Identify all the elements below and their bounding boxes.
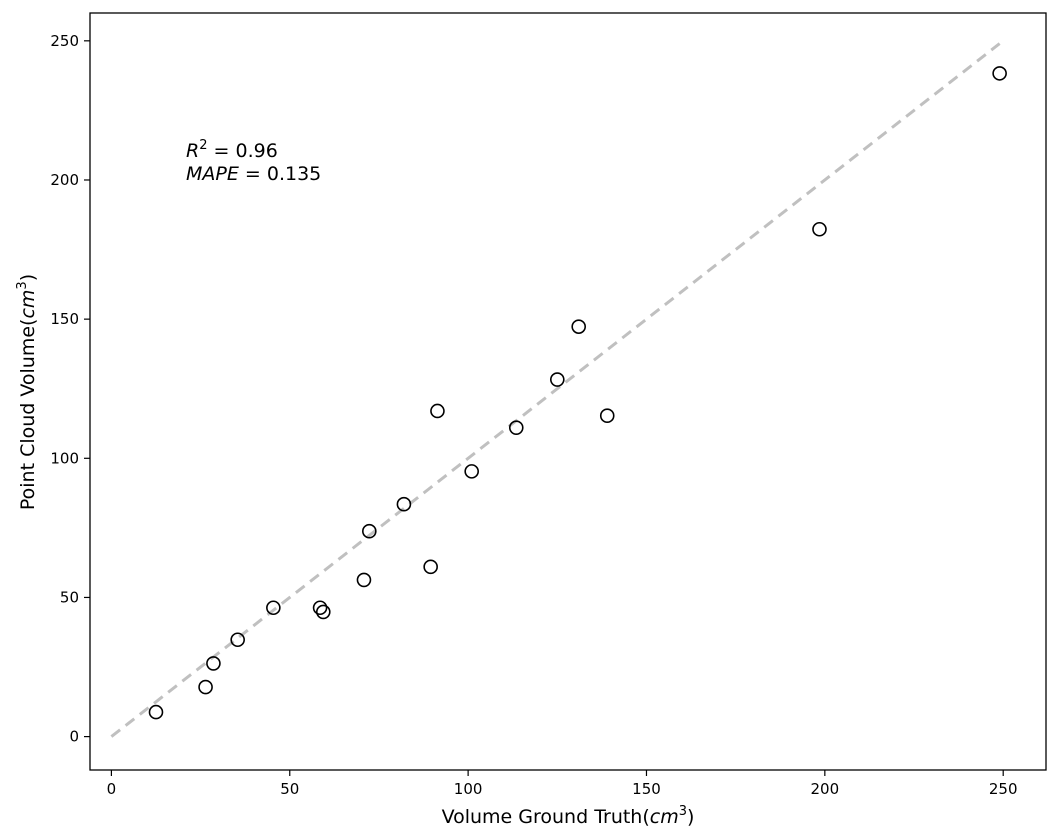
data-point: [571, 319, 587, 334]
data-point: [396, 496, 412, 512]
data-point: [430, 403, 445, 419]
data-point: [206, 656, 221, 671]
data-point: [992, 66, 1007, 81]
data-point: [356, 572, 372, 588]
data-point: [464, 464, 479, 479]
y-tick-label: 100: [50, 449, 79, 467]
data-points: [148, 66, 1007, 720]
y-axis-ticks: 0 50 100 150 200 250: [50, 32, 90, 746]
x-axis-label: Volume Ground Truth(cm3): [442, 804, 695, 828]
data-point: [549, 372, 565, 387]
x-tick-label: 0: [107, 780, 117, 798]
x-tick-label: 200: [811, 780, 840, 798]
y-tick-label: 0: [69, 728, 79, 746]
data-point: [198, 679, 213, 695]
data-point: [508, 420, 524, 435]
data-point: [230, 632, 245, 648]
x-tick-label: 50: [280, 780, 299, 798]
mape-annotation: MAPE = 0.135: [186, 163, 321, 185]
identity-reference-line: [110, 42, 1001, 738]
data-point: [599, 408, 615, 424]
x-tick-label: 150: [632, 780, 661, 798]
data-point: [148, 704, 164, 720]
y-tick-label: 250: [50, 32, 79, 50]
y-axis-label: Point Cloud Volume(cm3): [15, 274, 39, 510]
x-tick-label: 250: [989, 780, 1018, 798]
data-point: [266, 600, 281, 616]
data-point: [315, 604, 331, 620]
y-tick-label: 200: [50, 171, 79, 189]
data-point: [423, 559, 438, 575]
data-point: [812, 221, 827, 237]
y-tick-label: 150: [50, 310, 79, 328]
plot-frame: [89, 12, 1047, 771]
reference-line-layer: [110, 42, 1001, 738]
data-point: [312, 600, 328, 616]
data-point: [362, 523, 377, 539]
x-axis-ticks: 0 50 100 150 200 250: [107, 770, 1018, 798]
y-tick-label: 50: [60, 588, 79, 606]
r-squared-annotation: R2 = 0.96: [186, 138, 278, 162]
x-tick-label: 100: [454, 780, 483, 798]
